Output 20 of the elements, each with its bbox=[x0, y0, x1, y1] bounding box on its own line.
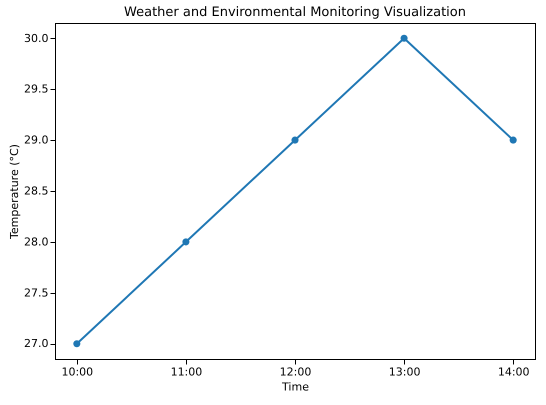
y-tick-label: 28.0 bbox=[24, 235, 48, 248]
y-tick-label: 30.0 bbox=[24, 32, 48, 45]
x-tick-label: 13:00 bbox=[388, 366, 420, 378]
x-tick-label: 12:00 bbox=[280, 366, 312, 378]
point bbox=[510, 136, 517, 144]
y-tick-label: 27.5 bbox=[24, 286, 48, 300]
y-tick-label: 29.5 bbox=[24, 82, 48, 96]
chart-title: Weather and Environmental Monitoring Visualization bbox=[124, 5, 466, 20]
point bbox=[291, 136, 299, 144]
point bbox=[182, 238, 190, 246]
x-tick-label: 10:00 bbox=[61, 366, 94, 378]
point bbox=[400, 34, 408, 42]
point bbox=[73, 340, 80, 348]
y-axis-title: Temperature (°C) bbox=[8, 144, 22, 240]
x-tick-label: 11:00 bbox=[170, 366, 202, 378]
x-tick-label: 14:00 bbox=[498, 366, 530, 378]
y-tick-label: 28.5 bbox=[24, 184, 48, 198]
y-tick-label: 27.0 bbox=[24, 337, 48, 350]
x-axis-title: Time bbox=[281, 380, 310, 394]
y-tick-label: 29.0 bbox=[24, 134, 48, 147]
